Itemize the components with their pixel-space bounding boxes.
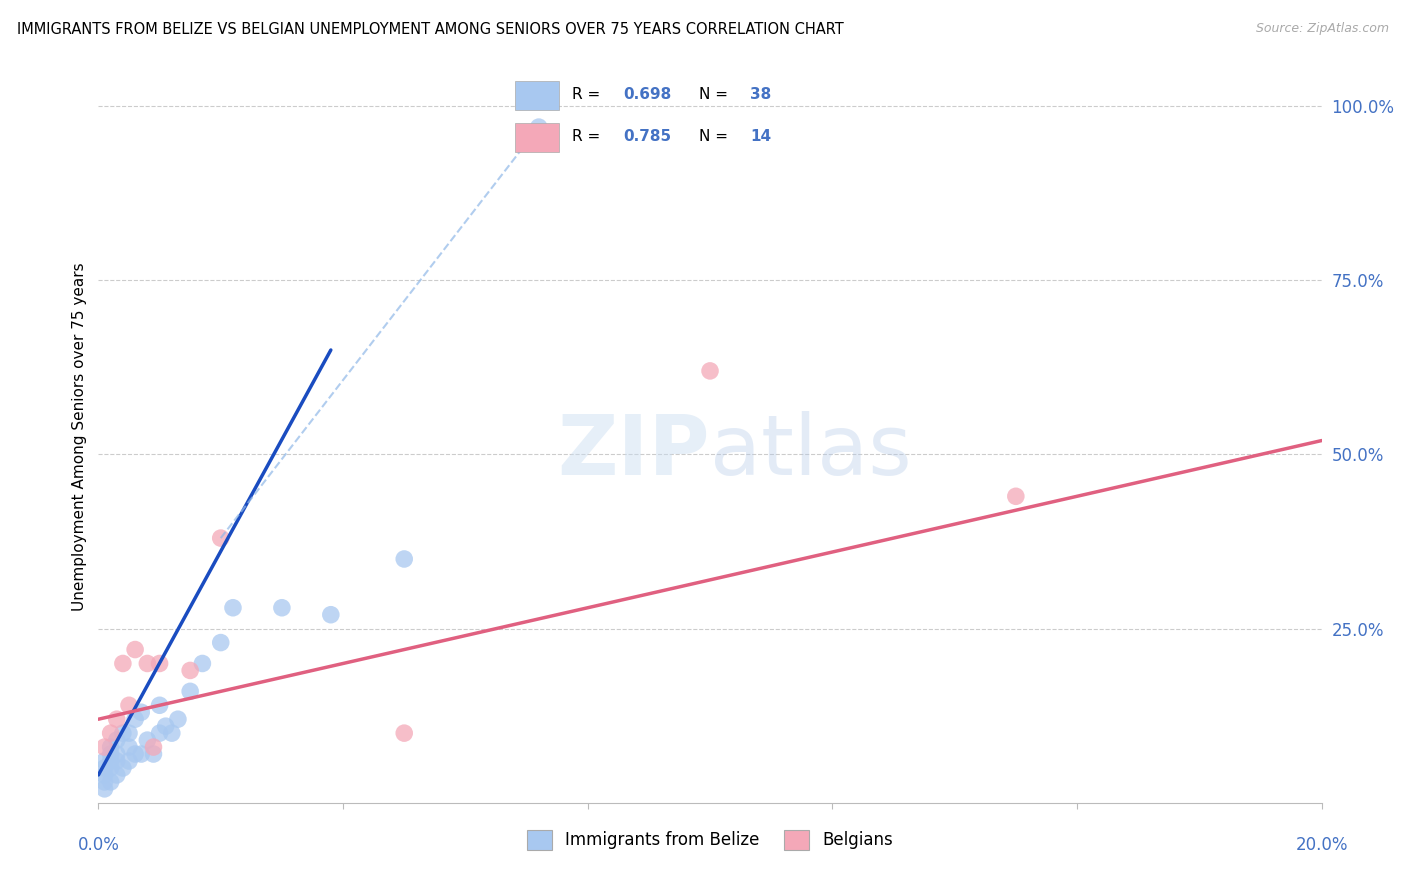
Point (100, 747, 122, 761)
Point (699, 364, 721, 378)
Text: 20.0%: 20.0% (1295, 836, 1348, 854)
Point (142, 740, 165, 755)
Point (149, 726, 172, 740)
Point (118, 726, 141, 740)
Point (93, 775, 115, 789)
Point (129, 705, 152, 719)
Point (111, 657, 134, 671)
Point (124, 747, 146, 761)
Point (392, 726, 416, 740)
Y-axis label: Unemployment Among Seniors over 75 years: Unemployment Among Seniors over 75 years (72, 263, 87, 611)
Point (142, 747, 165, 761)
Point (118, 740, 141, 755)
Point (222, 600, 245, 615)
Point (93, 754, 115, 768)
Point (93, 768, 115, 782)
Point (179, 684, 201, 698)
Point (209, 531, 232, 545)
Point (111, 726, 134, 740)
Point (136, 733, 159, 747)
Point (118, 698, 141, 713)
Point (527, 120, 550, 134)
Point (93, 781, 115, 796)
Point (160, 726, 183, 740)
Text: IMMIGRANTS FROM BELIZE VS BELGIAN UNEMPLOYMENT AMONG SENIORS OVER 75 YEARS CORRE: IMMIGRANTS FROM BELIZE VS BELGIAN UNEMPL… (17, 22, 844, 37)
Legend: Immigrants from Belize, Belgians: Immigrants from Belize, Belgians (520, 823, 900, 856)
Point (270, 600, 292, 615)
Point (155, 719, 177, 733)
Text: atlas: atlas (710, 411, 911, 492)
Point (100, 754, 122, 768)
Point (319, 607, 342, 622)
Point (118, 754, 141, 768)
Point (100, 761, 122, 775)
Point (392, 552, 416, 566)
Point (179, 664, 201, 678)
Point (93, 761, 115, 775)
Point (100, 740, 122, 755)
Point (167, 712, 190, 726)
Point (111, 761, 134, 775)
Point (136, 657, 159, 671)
Text: ZIP: ZIP (558, 411, 710, 492)
Point (191, 657, 214, 671)
Point (100, 726, 122, 740)
Point (124, 642, 146, 657)
Text: Source: ZipAtlas.com: Source: ZipAtlas.com (1256, 22, 1389, 36)
Point (209, 635, 232, 649)
Point (105, 733, 128, 747)
Point (129, 747, 152, 761)
Point (149, 657, 172, 671)
Point (93, 740, 115, 755)
Point (1004, 489, 1026, 503)
Point (105, 754, 128, 768)
Point (124, 712, 146, 726)
Point (100, 775, 122, 789)
Point (105, 712, 128, 726)
Point (149, 698, 172, 713)
Text: 0.0%: 0.0% (77, 836, 120, 854)
Point (105, 768, 128, 782)
Point (105, 747, 128, 761)
